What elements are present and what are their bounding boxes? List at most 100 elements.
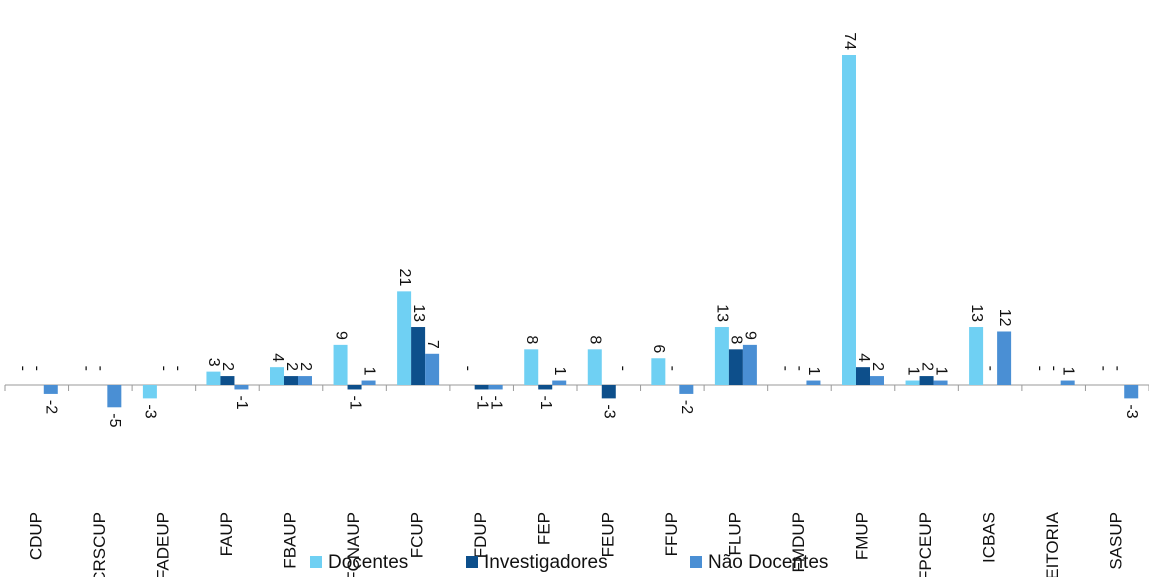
bar	[1124, 385, 1139, 399]
value-label: 2	[219, 362, 236, 371]
value-label: 9	[742, 331, 759, 340]
value-label: -	[664, 366, 681, 371]
value-label: -3	[601, 404, 618, 418]
legend-label: Investigadores	[484, 552, 608, 573]
x-tick-label: SASUP	[1107, 512, 1126, 570]
value-label: -	[791, 366, 808, 371]
value-label: -	[156, 366, 173, 371]
bar	[425, 353, 440, 385]
value-label: -3	[142, 404, 159, 418]
value-label: -1	[346, 395, 363, 409]
x-tick-label: FEP	[535, 512, 554, 545]
value-label: -	[78, 366, 95, 371]
x-tick-label: ICBAS	[980, 512, 999, 563]
value-label: 8	[728, 335, 745, 344]
value-label: -	[459, 366, 476, 371]
x-tick-label: FLUP	[725, 512, 744, 555]
value-label: 13	[714, 304, 731, 322]
value-label: -	[1031, 366, 1048, 371]
value-label: 1	[551, 367, 568, 376]
value-label: -	[15, 366, 32, 371]
bar	[220, 376, 235, 385]
value-label: 1	[932, 367, 949, 376]
bar	[714, 327, 729, 385]
x-tick-label: CDUP	[26, 512, 45, 560]
value-label: 6	[650, 344, 667, 353]
x-tick-label: FADEUP	[153, 512, 172, 577]
bar	[969, 327, 984, 385]
bar	[43, 385, 58, 394]
bar	[488, 385, 503, 390]
value-label: 7	[424, 340, 441, 349]
x-tick-label: FPCEUP	[916, 512, 935, 577]
bar	[856, 367, 870, 385]
bar	[284, 376, 298, 385]
x-tick-label: CRSCUP	[90, 512, 109, 577]
value-label: -1	[233, 395, 250, 409]
bar	[651, 358, 666, 385]
x-tick-label: FMUP	[852, 512, 871, 560]
bar	[397, 291, 412, 385]
x-tick-label: FFUP	[662, 512, 681, 556]
bar	[728, 349, 743, 385]
bar	[298, 376, 312, 385]
x-tick-label: FEUP	[598, 512, 617, 557]
bar	[206, 371, 221, 385]
bar	[601, 385, 616, 399]
value-label: -2	[43, 400, 60, 414]
value-label: -1	[537, 395, 554, 409]
value-label: 8	[523, 335, 540, 344]
bar	[1060, 380, 1075, 385]
x-tick-label: REITORIA	[1043, 511, 1062, 577]
bar	[142, 385, 157, 399]
bar	[474, 385, 489, 390]
value-label: -	[1095, 366, 1112, 371]
value-label: -	[615, 366, 632, 371]
value-label: -	[1045, 366, 1062, 371]
value-label: 1	[904, 367, 921, 376]
legend-swatch	[466, 556, 478, 568]
legend-label: Não Docentes	[708, 552, 828, 573]
value-label: 13	[968, 304, 985, 322]
legend-label: Docentes	[328, 552, 408, 573]
x-tick-label: FAUP	[217, 512, 236, 556]
value-label: -1	[473, 395, 490, 409]
value-label: -	[777, 366, 794, 371]
bar	[870, 376, 884, 385]
bar	[270, 367, 284, 385]
legend-swatch	[310, 556, 322, 568]
value-label: -	[982, 366, 999, 371]
value-label: 13	[410, 304, 427, 322]
bar	[997, 331, 1012, 385]
x-tick-label: FDUP	[471, 512, 490, 558]
value-label: -	[1109, 366, 1126, 371]
value-label: 4	[269, 353, 286, 362]
value-label: 12	[996, 309, 1013, 327]
value-label: 2	[283, 362, 300, 371]
value-label: 8	[587, 335, 604, 344]
bar	[234, 385, 249, 390]
bar	[742, 344, 757, 385]
value-label: -2	[678, 400, 695, 414]
bar	[905, 380, 920, 385]
x-tick-label: FBAUP	[280, 512, 299, 569]
bar	[919, 376, 934, 385]
value-label: 1	[360, 367, 377, 376]
value-label: -3	[1123, 404, 1140, 418]
value-label: 3	[205, 358, 222, 367]
x-tick-label: FMDUP	[789, 512, 808, 572]
x-tick-label: FCNAUP	[344, 512, 363, 577]
value-label: 21	[396, 269, 413, 287]
bar	[552, 380, 567, 385]
bar	[842, 55, 856, 385]
bar	[933, 380, 948, 385]
value-label: 74	[841, 32, 858, 50]
value-label: 1	[805, 367, 822, 376]
value-label: 1	[1059, 367, 1076, 376]
bar	[524, 349, 539, 385]
bar	[679, 385, 694, 394]
value-label: -	[92, 366, 109, 371]
value-label: -	[170, 366, 187, 371]
value-label: 2	[918, 362, 935, 371]
value-label: -	[29, 366, 46, 371]
